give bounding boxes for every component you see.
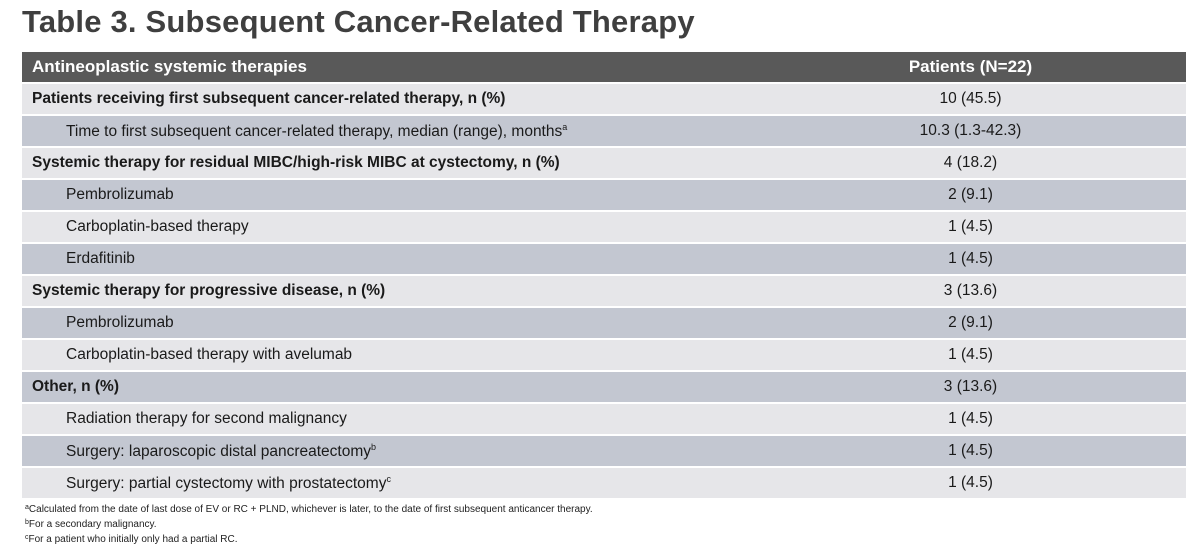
footnote-text: Calculated from the date of last dose of…	[28, 504, 593, 515]
row-label: Pembrolizumab	[22, 314, 755, 332]
footnotes: aCalculated from the date of last dose o…	[25, 501, 593, 546]
row-value: 10.3 (1.3-42.3)	[919, 122, 1022, 139]
row-label-text: Systemic therapy for residual MIBC/high-…	[32, 154, 560, 171]
row-label: Systemic therapy for progressive disease…	[22, 282, 755, 300]
row-label: Surgery: laparoscopic distal pancreatect…	[22, 442, 755, 461]
footnote-marker: c	[25, 534, 29, 541]
row-value: 1 (4.5)	[948, 250, 993, 267]
therapy-table: Antineoplastic systemic therapies Patien…	[22, 52, 1186, 500]
row-label: Other, n (%)	[22, 378, 755, 396]
row-value: 4 (18.2)	[943, 154, 998, 171]
table-row: Surgery: partial cystectomy with prostat…	[22, 468, 1186, 498]
row-value: 1 (4.5)	[948, 218, 993, 235]
row-value: 10 (45.5)	[939, 90, 1002, 107]
row-label: Carboplatin-based therapy	[22, 218, 755, 236]
row-label: Radiation therapy for second malignancy	[22, 410, 755, 428]
row-label-text: Surgery: laparoscopic distal pancreatect…	[66, 442, 371, 460]
footnote-marker: b	[370, 441, 376, 452]
footnote: cFor a patient who initially only had a …	[25, 531, 593, 546]
table-row: Erdafitinib 1 (4.5)	[22, 244, 1186, 274]
table-row: Carboplatin-based therapy 1 (4.5)	[22, 212, 1186, 242]
row-label-text: Carboplatin-based therapy	[66, 218, 249, 235]
row-label-text: Surgery: partial cystectomy with prostat…	[66, 474, 387, 492]
row-label: Systemic therapy for residual MIBC/high-…	[22, 154, 755, 172]
table-row: Patients receiving first subsequent canc…	[22, 84, 1186, 114]
row-label-text: Carboplatin-based therapy with avelumab	[66, 346, 353, 363]
row-label-text: Time to first subsequent cancer-related …	[66, 122, 563, 140]
row-label: Erdafitinib	[22, 250, 755, 268]
row-value: 1 (4.5)	[948, 474, 993, 491]
row-label-text: Systemic therapy for progressive disease…	[32, 282, 386, 299]
table-row: Radiation therapy for second malignancy 1…	[22, 404, 1186, 434]
header-patients: Patients (N=22)	[908, 57, 1033, 76]
row-label: Time to first subsequent cancer-related …	[22, 122, 755, 141]
row-label: Patients receiving first subsequent canc…	[22, 90, 755, 108]
table-row: Systemic therapy for residual MIBC/high-…	[22, 148, 1186, 178]
row-label: Pembrolizumab	[22, 186, 755, 204]
row-value: 2 (9.1)	[948, 186, 993, 203]
row-label-text: Patients receiving first subsequent canc…	[32, 90, 506, 107]
row-value: 2 (9.1)	[948, 314, 993, 331]
table-body: Patients receiving first subsequent canc…	[22, 84, 1186, 498]
table-row: Time to first subsequent cancer-related …	[22, 116, 1186, 146]
table-row: Systemic therapy for progressive disease…	[22, 276, 1186, 306]
row-label: Surgery: partial cystectomy with prostat…	[22, 474, 755, 493]
table-row: Carboplatin-based therapy with avelumab 1…	[22, 340, 1186, 370]
footnote-marker: b	[25, 519, 29, 526]
footnote-marker: c	[386, 473, 391, 484]
row-label: Carboplatin-based therapy with avelumab	[22, 346, 755, 364]
footnote-marker: a	[25, 504, 29, 511]
footnote: bFor a secondary malignancy.	[25, 516, 593, 531]
table-row: Surgery: laparoscopic distal pancreatect…	[22, 436, 1186, 466]
row-label-text: Erdafitinib	[66, 250, 135, 267]
table-title: Table 3. Subsequent Cancer-Related Thera…	[22, 4, 695, 39]
row-value: 3 (13.6)	[943, 378, 998, 395]
table-row: Other, n (%) 3 (13.6)	[22, 372, 1186, 402]
row-value: 1 (4.5)	[948, 442, 993, 459]
table-row: Pembrolizumab 2 (9.1)	[22, 308, 1186, 338]
row-label-text: Pembrolizumab	[66, 186, 174, 203]
table-header-row: Antineoplastic systemic therapies Patien…	[22, 52, 1186, 82]
footnote-text: For a secondary malignancy.	[28, 519, 157, 530]
footnote: aCalculated from the date of last dose o…	[25, 501, 593, 516]
row-label-text: Radiation therapy for second malignancy	[66, 410, 347, 427]
row-value: 1 (4.5)	[948, 346, 993, 363]
row-label-text: Other, n (%)	[32, 378, 119, 395]
header-therapies: Antineoplastic systemic therapies	[32, 57, 307, 76]
footnote-text: For a patient who initially only had a p…	[28, 534, 238, 545]
table-row: Pembrolizumab 2 (9.1)	[22, 180, 1186, 210]
footnote-marker: a	[562, 121, 568, 132]
row-value: 3 (13.6)	[943, 282, 998, 299]
row-label-text: Pembrolizumab	[66, 314, 174, 331]
row-value: 1 (4.5)	[948, 410, 993, 427]
